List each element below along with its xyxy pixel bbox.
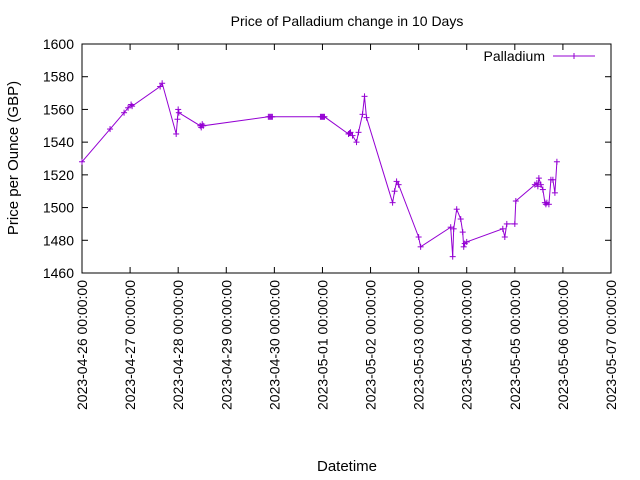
x-tick-label: 2023-05-05 00:00:00 xyxy=(507,280,523,410)
data-point xyxy=(107,126,114,133)
data-point xyxy=(460,243,467,250)
data-point xyxy=(159,80,166,87)
chart-title: Price of Palladium change in 10 Days xyxy=(231,13,464,29)
y-tick-label: 1480 xyxy=(43,232,74,248)
y-tick-label: 1600 xyxy=(43,36,74,52)
data-point xyxy=(346,130,353,137)
data-point xyxy=(269,113,276,120)
x-tick-label: 2023-04-27 00:00:00 xyxy=(122,280,138,410)
data-point xyxy=(533,180,540,187)
data-point xyxy=(545,201,552,208)
x-tick-label: 2023-04-28 00:00:00 xyxy=(170,280,186,410)
data-point xyxy=(349,132,356,139)
data-point xyxy=(157,83,164,90)
data-point xyxy=(200,122,207,129)
data-point xyxy=(395,181,402,188)
y-tick-label: 1460 xyxy=(43,265,74,281)
y-tick-label: 1580 xyxy=(43,69,74,85)
data-point xyxy=(363,114,370,121)
data-point xyxy=(391,188,398,195)
data-point xyxy=(503,220,510,227)
data-point xyxy=(355,129,362,136)
data-point xyxy=(453,206,460,213)
legend-marker-palladium xyxy=(571,53,577,59)
data-point xyxy=(361,93,368,100)
data-point xyxy=(539,186,546,193)
data-point xyxy=(321,113,328,120)
data-point xyxy=(447,224,454,231)
x-tick-label: 2023-05-07 00:00:00 xyxy=(603,280,619,410)
x-axis-ticks: 2023-04-26 00:00:00 2023-04-27 00:00:00 20… xyxy=(74,44,619,410)
y-tick-label: 1520 xyxy=(43,167,74,183)
series-palladium xyxy=(79,80,560,260)
y-axis-ticks: 1460 1480 1500 1520 1540 1560 1580 1600 xyxy=(43,36,611,281)
data-point xyxy=(415,234,422,241)
data-point xyxy=(389,199,396,206)
data-point xyxy=(499,225,506,232)
x-tick-label: 2023-05-01 00:00:00 xyxy=(314,280,330,410)
data-point xyxy=(173,130,180,137)
data-point xyxy=(125,104,132,111)
x-tick-label: 2023-05-04 00:00:00 xyxy=(459,280,475,410)
x-tick-label: 2023-04-29 00:00:00 xyxy=(218,280,234,410)
x-axis-label: Datetime xyxy=(317,458,377,475)
data-point xyxy=(175,106,182,113)
y-tick-label: 1540 xyxy=(43,134,74,150)
data-point xyxy=(353,139,360,146)
y-axis-label: Price per Ounce (GBP) xyxy=(5,81,22,235)
data-point xyxy=(129,103,136,110)
x-tick-label: 2023-04-26 00:00:00 xyxy=(74,280,90,410)
series-line-palladium xyxy=(81,82,558,257)
data-point xyxy=(359,111,366,118)
data-point xyxy=(459,229,466,236)
data-point xyxy=(535,175,542,182)
x-tick-label: 2023-05-02 00:00:00 xyxy=(363,280,379,410)
x-tick-label: 2023-05-06 00:00:00 xyxy=(555,280,571,410)
data-point xyxy=(449,253,456,260)
data-point xyxy=(450,225,457,232)
data-point xyxy=(121,109,128,116)
data-point xyxy=(512,198,519,205)
data-point xyxy=(551,189,558,196)
data-point xyxy=(347,129,354,136)
data-point xyxy=(463,238,470,245)
data-point xyxy=(417,243,424,250)
y-tick-label: 1560 xyxy=(43,101,74,117)
data-point xyxy=(511,220,518,227)
data-point xyxy=(174,116,181,123)
data-point xyxy=(457,216,464,223)
legend-label-palladium: Palladium xyxy=(484,48,545,64)
data-point xyxy=(79,158,85,165)
y-tick-label: 1500 xyxy=(43,200,74,216)
data-point xyxy=(501,234,508,241)
legend: Palladium xyxy=(484,48,595,64)
data-point xyxy=(549,176,556,183)
data-point xyxy=(175,109,182,116)
data-point xyxy=(537,181,544,188)
data-point xyxy=(393,178,400,185)
x-tick-label: 2023-04-30 00:00:00 xyxy=(266,280,282,410)
data-point xyxy=(534,183,541,190)
x-tick-label: 2023-05-03 00:00:00 xyxy=(411,280,427,410)
plot-frame xyxy=(81,43,612,274)
data-point xyxy=(553,158,560,165)
